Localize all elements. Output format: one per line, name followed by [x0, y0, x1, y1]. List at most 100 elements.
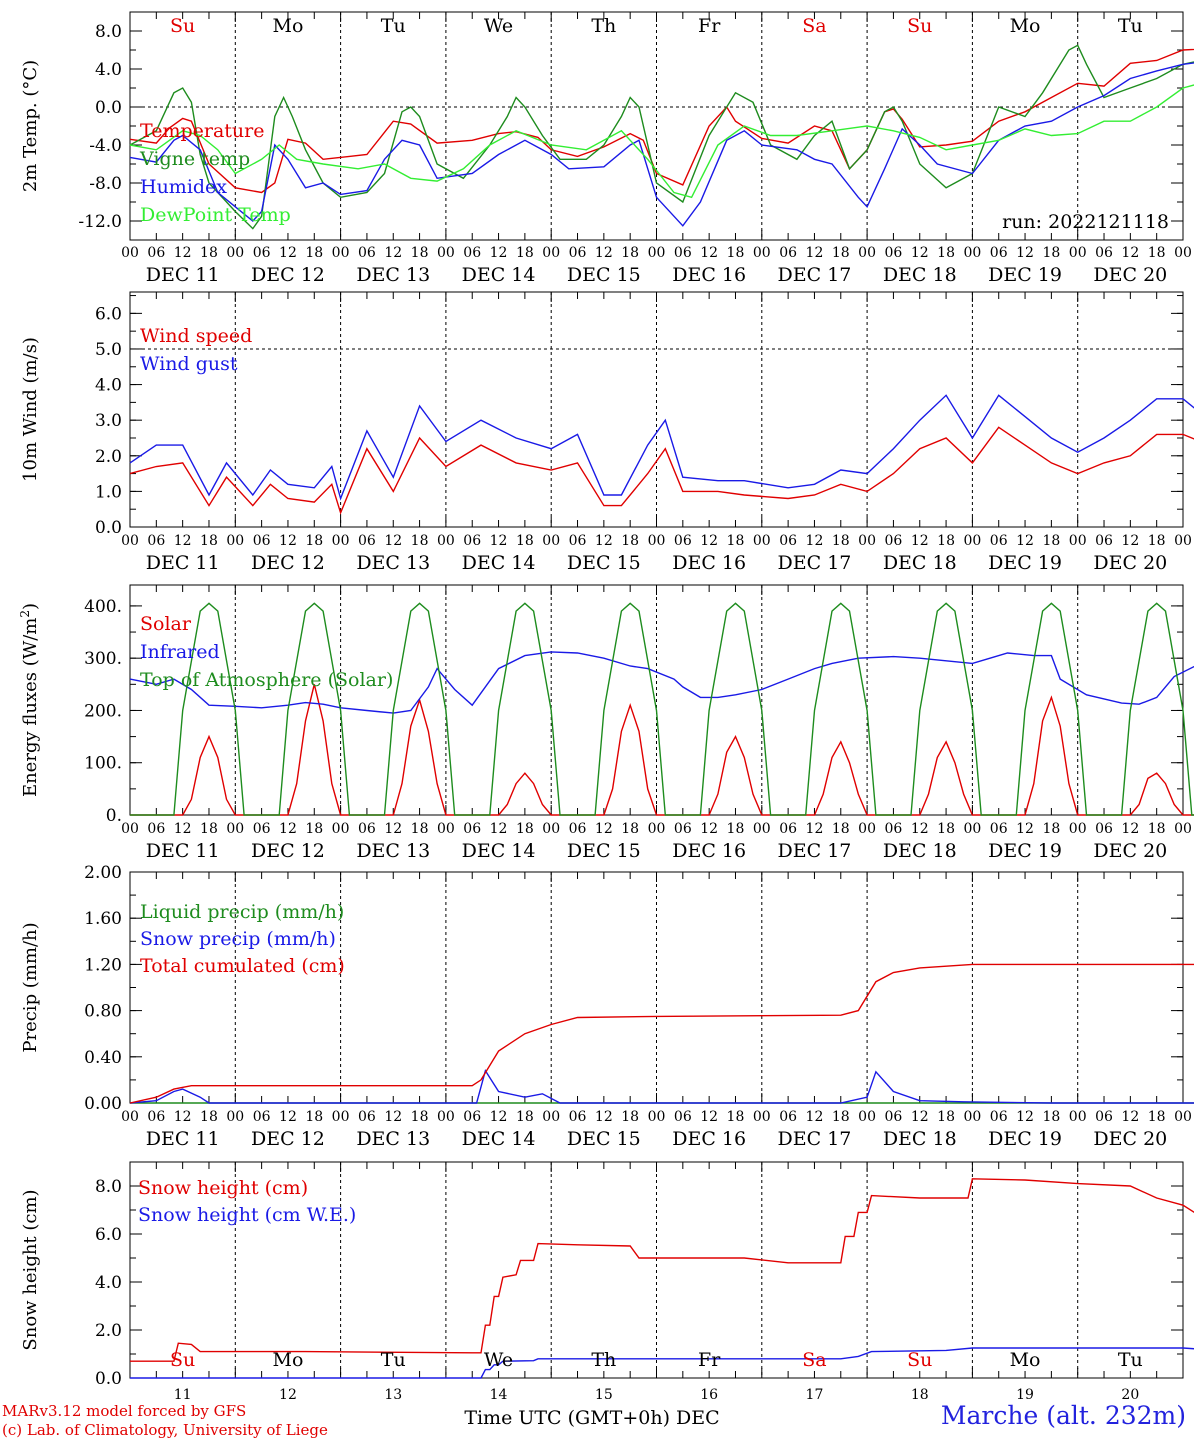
- y-tick-label: 200.: [84, 701, 122, 721]
- hour-tick-label: 18: [937, 533, 955, 549]
- date-label: DEC 18: [883, 552, 957, 574]
- weekday-label: Mo: [272, 1349, 303, 1371]
- hour-tick-label: 00: [1174, 533, 1192, 549]
- y-tick-label: -4.0: [89, 136, 122, 156]
- weekday-label: Mo: [272, 15, 303, 37]
- hour-tick-label: 18: [1042, 1109, 1060, 1125]
- series-line-red: [129, 426, 1194, 515]
- hour-tick-label: 00: [332, 1109, 350, 1125]
- hour-tick-label: 12: [806, 1109, 824, 1125]
- hour-tick-label: 12: [595, 821, 613, 837]
- hour-tick-label: 18: [1042, 533, 1060, 549]
- weekday-label: Fr: [698, 1349, 721, 1371]
- hour-tick-label: 18: [516, 533, 534, 549]
- hour-tick-label: 06: [463, 245, 481, 261]
- y-tick-label: 4.0: [95, 60, 122, 80]
- hour-tick-label: 18: [1148, 245, 1166, 261]
- hour-tick-label: 00: [1069, 1109, 1087, 1125]
- date-label: DEC 14: [462, 552, 536, 574]
- hour-tick-label: 06: [463, 533, 481, 549]
- hour-tick-label: 12: [174, 821, 192, 837]
- series-line-red: [129, 963, 1194, 1104]
- y-axis-label: 2m Temp. (°C): [20, 60, 41, 192]
- y-tick-label: 8.0: [95, 1177, 122, 1197]
- weekday-label: Su: [170, 1349, 195, 1371]
- legend-entry: Liquid precip (mm/h): [140, 901, 344, 923]
- hour-tick-label: 06: [1095, 821, 1113, 837]
- series-line-green: [129, 44, 1194, 230]
- hour-tick-label: 18: [200, 1109, 218, 1125]
- hour-tick-label: 12: [384, 533, 402, 549]
- hour-tick-label: 18: [727, 533, 745, 549]
- hour-tick-label: 12: [279, 533, 297, 549]
- hour-tick-label: 12: [490, 1109, 508, 1125]
- hour-tick-label: 06: [990, 821, 1008, 837]
- hour-tick-label: 00: [1174, 821, 1192, 837]
- hour-tick-label: 00: [963, 1109, 981, 1125]
- hour-tick-label: 06: [674, 533, 692, 549]
- hour-tick-label: 06: [674, 1109, 692, 1125]
- hour-tick-label: 06: [1095, 533, 1113, 549]
- series-line-red: [130, 1178, 1194, 1362]
- legend-entry: Humidex: [140, 176, 227, 198]
- hour-tick-label: 06: [253, 821, 271, 837]
- hour-tick-label: 06: [147, 533, 165, 549]
- hour-tick-label: 00: [226, 245, 244, 261]
- hour-tick-label: 12: [700, 245, 718, 261]
- hour-tick-label: 18: [1148, 821, 1166, 837]
- date-label: DEC 20: [1093, 840, 1167, 862]
- hour-tick-label: 18: [1042, 821, 1060, 837]
- weekday-label: Su: [170, 15, 195, 37]
- date-label: DEC 13: [356, 264, 430, 286]
- hour-tick-label: 06: [990, 533, 1008, 549]
- hour-tick-label: 12: [911, 1109, 929, 1125]
- hour-tick-label: 00: [542, 1109, 560, 1125]
- hour-tick-label: 00: [1174, 245, 1192, 261]
- hour-tick-label: 18: [727, 1109, 745, 1125]
- hour-tick-label: 18: [200, 533, 218, 549]
- date-label: DEC 15: [567, 840, 641, 862]
- date-label: DEC 20: [1093, 1128, 1167, 1150]
- date-label: DEC 15: [567, 552, 641, 574]
- date-label: DEC 12: [251, 552, 325, 574]
- date-label: DEC 11: [146, 552, 220, 574]
- hour-tick-label: 00: [226, 533, 244, 549]
- panel-energy: [129, 584, 1194, 816]
- y-axis-label: Energy fluxes (W/m2): [18, 603, 41, 797]
- date-label: DEC 16: [672, 264, 746, 286]
- date-label: DEC 14: [462, 264, 536, 286]
- hour-tick-label: 12: [174, 533, 192, 549]
- date-label: DEC 16: [672, 552, 746, 574]
- date-label: DEC 13: [356, 1128, 430, 1150]
- hour-tick-label: 00: [121, 533, 139, 549]
- hour-tick-label: 00: [332, 821, 350, 837]
- hour-tick-label: 12: [700, 1109, 718, 1125]
- hour-tick-label: 18: [305, 1109, 323, 1125]
- hour-tick-label: 06: [463, 1109, 481, 1125]
- run-label: run: 2022121118: [1002, 211, 1169, 233]
- model-credit: MARv3.12 model forced by GFS: [2, 1402, 247, 1420]
- y-tick-label: 300.: [84, 649, 122, 669]
- hour-tick-label: 18: [411, 245, 429, 261]
- hour-tick-label: 12: [911, 533, 929, 549]
- hour-tick-label: 12: [384, 245, 402, 261]
- hour-tick-label: 12: [1121, 821, 1139, 837]
- hour-tick-label: 18: [200, 245, 218, 261]
- series-line-blue: [130, 1347, 1194, 1379]
- hour-tick-label: 00: [963, 533, 981, 549]
- series-line-green: [130, 1102, 1194, 1104]
- legend-entry: Solar: [140, 613, 192, 635]
- hour-tick-label: 00: [648, 1109, 666, 1125]
- hour-tick-label: 18: [937, 245, 955, 261]
- hour-tick-label: 00: [963, 821, 981, 837]
- day-number-label: 16: [700, 1387, 718, 1403]
- date-label: DEC 18: [883, 840, 957, 862]
- hour-tick-label: 12: [490, 821, 508, 837]
- y-tick-label: 0.00: [84, 1094, 122, 1114]
- y-tick-label: 6.0: [95, 1225, 122, 1245]
- hour-tick-label: 18: [621, 245, 639, 261]
- panel-precip: [129, 871, 1194, 1104]
- series-line-blue: [129, 1068, 1194, 1104]
- lab-credit: (c) Lab. of Climatology, University of L…: [2, 1421, 328, 1439]
- legend-entry: Total cumulated (cm): [140, 955, 345, 977]
